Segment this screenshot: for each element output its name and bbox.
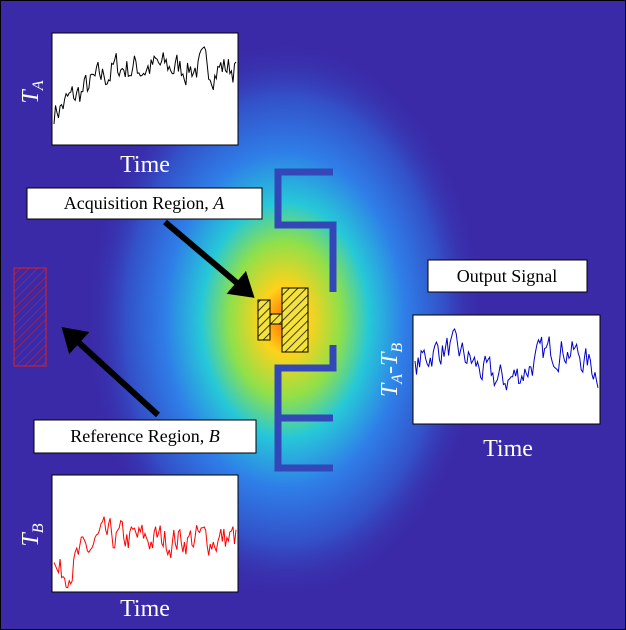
acquisition-region (270, 314, 282, 324)
plot-frame (413, 315, 600, 424)
acquisition-region (258, 300, 270, 340)
x-label: Time (120, 596, 170, 622)
callout-text: Acquisition Region, A (64, 193, 226, 213)
reference-region (14, 268, 46, 366)
x-label: Time (483, 436, 533, 462)
plot-frame (52, 33, 238, 145)
acquisition-region (282, 288, 308, 352)
callout-text: Output Signal (457, 266, 558, 286)
callout-text: Reference Region, B (70, 426, 219, 446)
figure: TA Time TA-TB Time TB Time Acquisition R… (0, 0, 626, 630)
x-label: Time (120, 152, 170, 178)
